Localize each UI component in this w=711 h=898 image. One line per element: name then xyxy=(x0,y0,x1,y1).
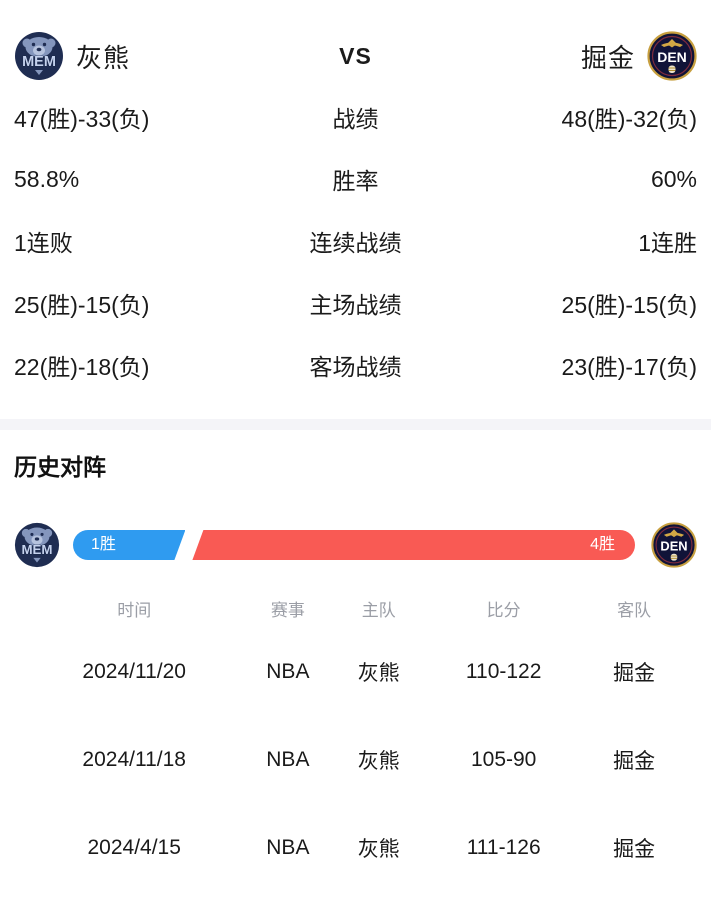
home-win-rate: 58.8% xyxy=(14,165,80,192)
match-date: 2024/11/20 xyxy=(82,660,186,683)
vs-label: VS xyxy=(339,42,372,69)
home-streak: 1连败 xyxy=(14,230,73,256)
match-event: NBA xyxy=(266,660,310,683)
svg-text:DEN: DEN xyxy=(657,49,687,65)
away-away-record: 23(胜)-17(负) xyxy=(561,354,697,380)
nuggets-team-logo-icon: DEN xyxy=(651,522,697,568)
home-home-record: 25(胜)-15(负) xyxy=(14,292,150,318)
section-divider xyxy=(0,419,711,430)
away-streak: 1连胜 xyxy=(638,230,697,256)
table-row[interactable]: 2024/4/15 NBA 灰熊 111-126 掘金 xyxy=(14,804,697,892)
away-record-label: 客场战绩 xyxy=(309,354,402,380)
win-rate-label: 胜率 xyxy=(332,168,379,194)
nuggets-team-logo-icon: DEN xyxy=(647,31,697,81)
home-record-label: 主场战绩 xyxy=(309,292,402,318)
match-score: 105-90 xyxy=(470,748,537,771)
matchup-header: MEM 灰熊 VS 掘金 DEN xyxy=(14,26,697,86)
h2h-results-table: 时间 赛事 主队 比分 客队 2024/11/20 NBA 灰熊 110-122… xyxy=(14,588,697,892)
grizzlies-team-logo-icon: MEM xyxy=(15,32,63,80)
home-record: 47(胜)-33(负) xyxy=(14,106,150,132)
away-home-record: 25(胜)-15(负) xyxy=(561,292,697,318)
h2h-win-bar: 1胜 4胜 xyxy=(73,530,635,560)
away-record: 48(胜)-32(负) xyxy=(561,106,697,132)
stat-row-win-rate: 58.8% 胜率 60% xyxy=(14,148,697,210)
home-team-name: 灰熊 xyxy=(76,42,131,73)
away-team-name: 掘金 xyxy=(580,42,635,73)
away-win-rate: 60% xyxy=(650,165,697,192)
matchup-comparison-section: MEM 灰熊 VS 掘金 DEN 47(胜)-33(负) 战绩 xyxy=(0,0,711,419)
home-away-record: 22(胜)-18(负) xyxy=(14,354,150,380)
stat-row-record: 47(胜)-33(负) 战绩 48(胜)-32(负) xyxy=(14,86,697,148)
table-row[interactable]: 2024/11/18 NBA 灰熊 105-90 掘金 xyxy=(14,716,697,804)
streak-label: 连续战绩 xyxy=(309,230,402,256)
match-home: 灰熊 xyxy=(357,838,400,861)
match-event: NBA xyxy=(266,836,310,859)
h2h-table-header: 时间 赛事 主队 比分 客队 xyxy=(14,588,697,628)
match-away: 掘金 xyxy=(613,662,656,685)
column-header-time: 时间 xyxy=(117,600,152,620)
svg-text:MEM: MEM xyxy=(21,542,52,557)
match-home: 灰熊 xyxy=(357,750,400,773)
table-row[interactable]: 2024/11/20 NBA 灰熊 110-122 掘金 xyxy=(14,628,697,716)
match-date: 2024/11/18 xyxy=(82,748,186,771)
match-away: 掘金 xyxy=(613,750,656,773)
h2h-away-wins-segment: 4胜 xyxy=(192,530,635,560)
record-label: 战绩 xyxy=(332,106,379,132)
column-header-away: 客队 xyxy=(617,600,652,620)
match-event: NBA xyxy=(266,748,310,771)
match-away: 掘金 xyxy=(613,838,656,861)
h2h-home-wins-segment: 1胜 xyxy=(73,530,185,560)
column-header-score: 比分 xyxy=(486,600,521,620)
history-section-title: 历史对阵 xyxy=(14,454,106,480)
head-to-head-section: 历史对阵 MEM 1胜 4胜 DEN xyxy=(0,452,711,892)
grizzlies-team-logo-icon: MEM xyxy=(14,522,60,568)
comparison-stats: 47(胜)-33(负) 战绩 48(胜)-32(负) 58.8% 胜率 60% … xyxy=(14,86,697,419)
match-score: 110-122 xyxy=(465,660,542,683)
h2h-win-bar-row: MEM 1胜 4胜 DEN xyxy=(14,522,697,568)
home-team: MEM 灰熊 xyxy=(14,31,130,81)
match-home: 灰熊 xyxy=(357,662,400,685)
svg-text:DEN: DEN xyxy=(660,539,687,554)
column-header-home: 主队 xyxy=(361,600,396,620)
svg-text:MEM: MEM xyxy=(22,54,56,70)
column-header-event: 赛事 xyxy=(270,600,305,620)
stat-row-streak: 1连败 连续战绩 1连胜 xyxy=(14,210,697,272)
stat-row-home-record: 25(胜)-15(负) 主场战绩 25(胜)-15(负) xyxy=(14,272,697,334)
stat-row-away-record: 22(胜)-18(负) 客场战绩 23(胜)-17(负) xyxy=(14,334,697,396)
away-team: 掘金 DEN xyxy=(581,31,697,81)
match-score: 111-126 xyxy=(466,836,541,859)
match-date: 2024/4/15 xyxy=(87,836,181,859)
